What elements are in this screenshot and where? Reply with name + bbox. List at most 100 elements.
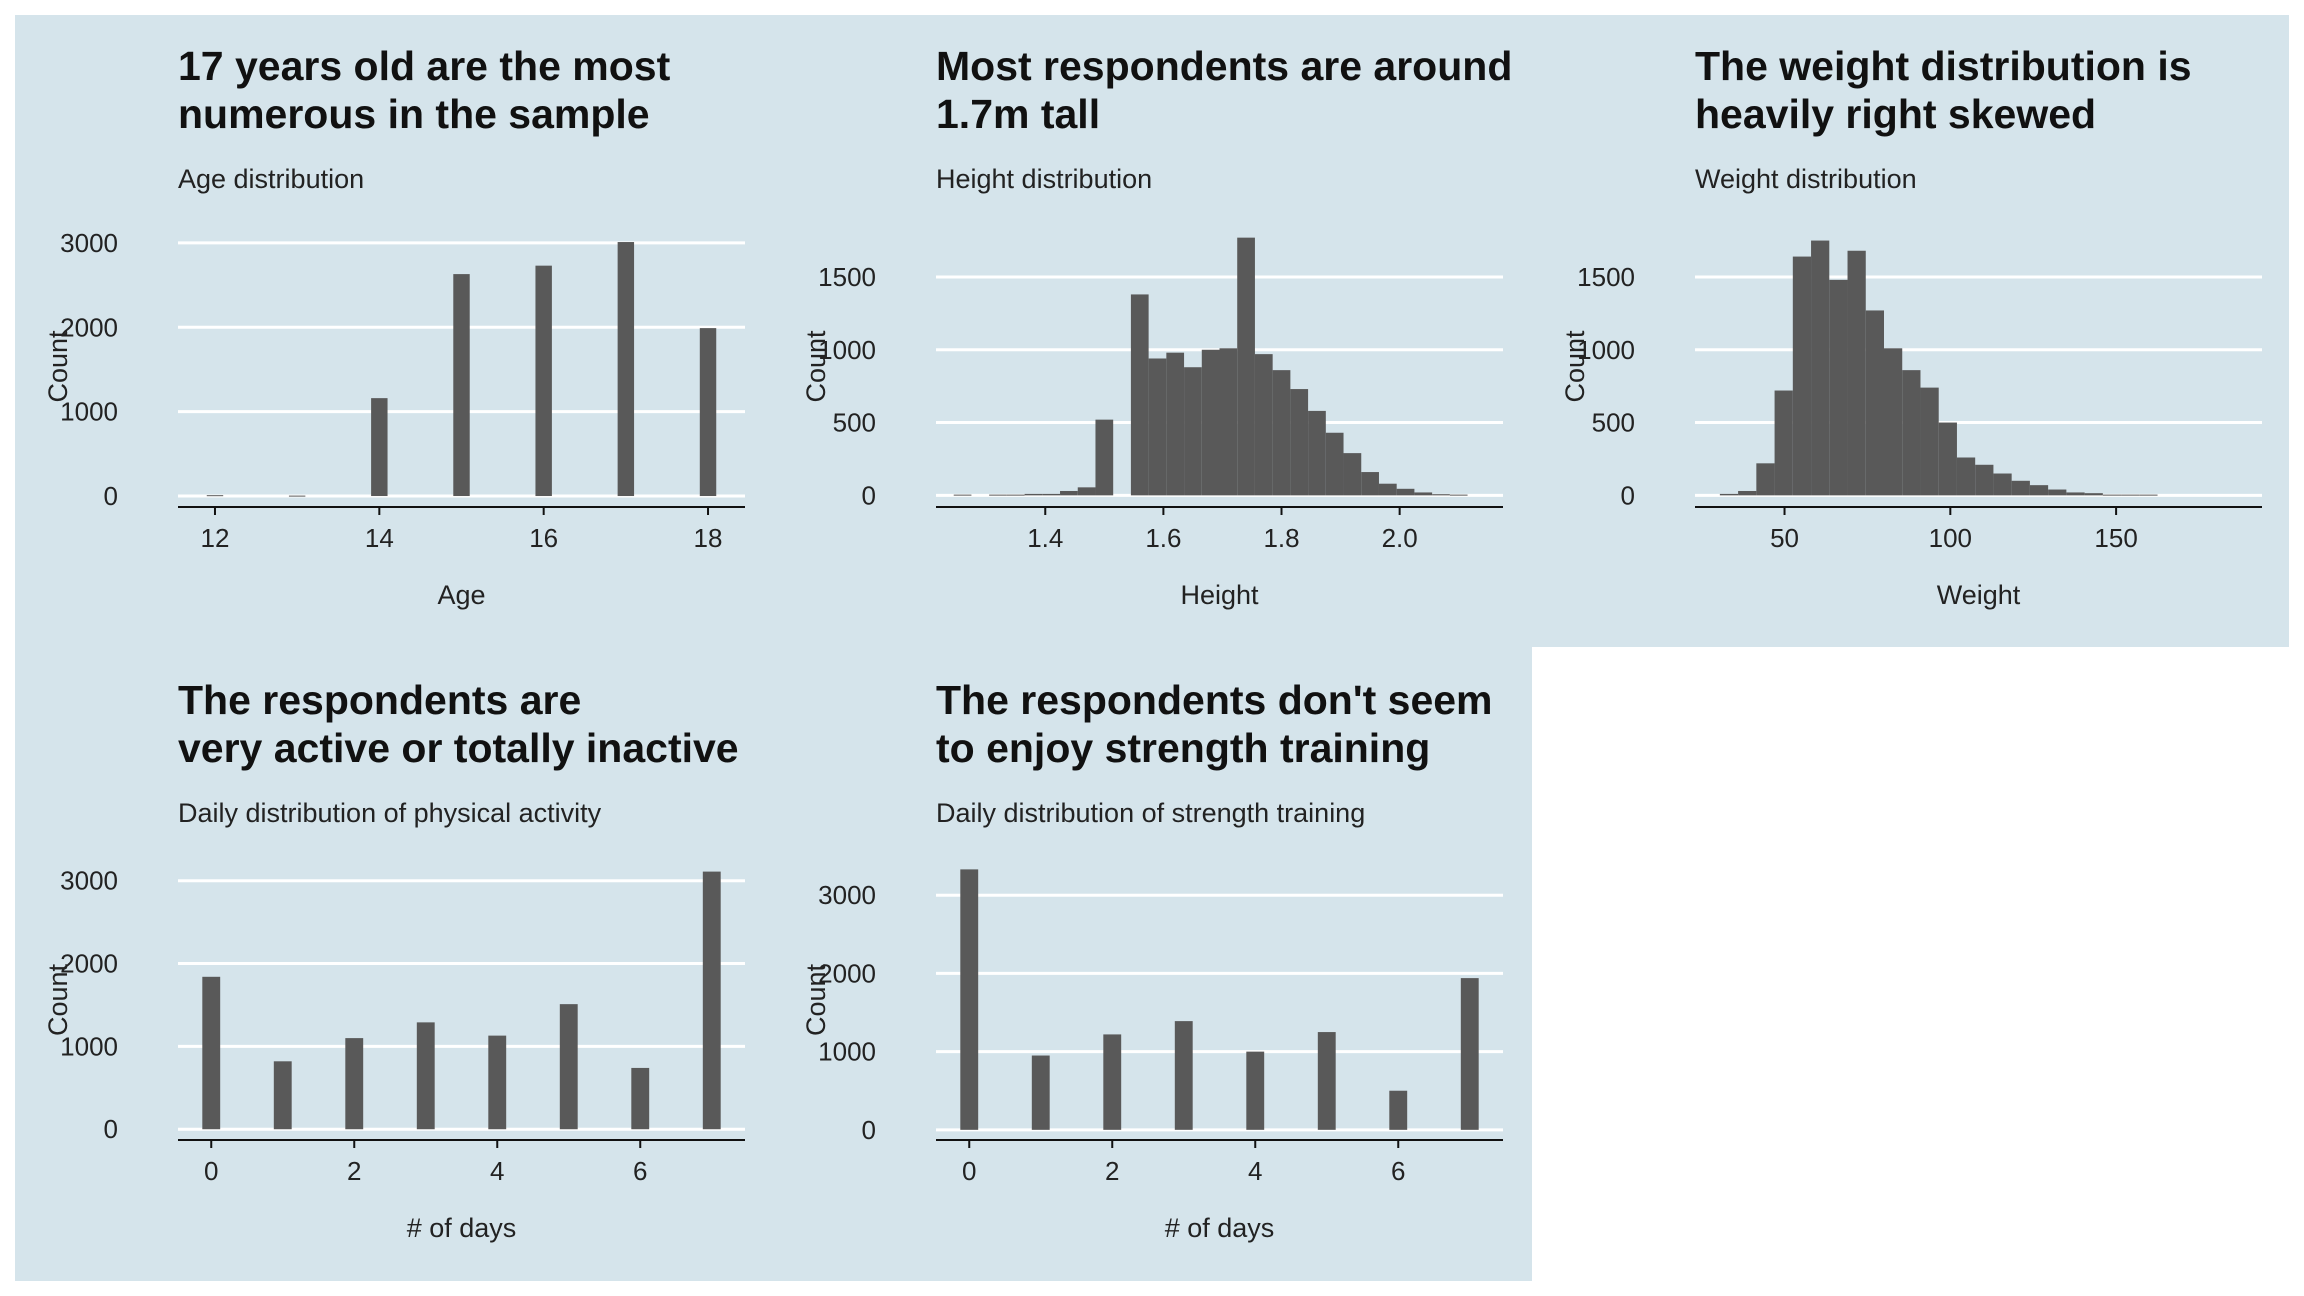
histogram-bar — [1378, 483, 1397, 496]
y-tick-label: 500 — [833, 408, 876, 438]
y-axis-label: Count — [43, 963, 73, 1036]
chart-subtitle: Height distribution — [936, 164, 1152, 194]
histogram-bar — [1174, 1021, 1193, 1130]
histogram-bar — [699, 328, 717, 497]
y-tick-label: 0 — [1621, 480, 1635, 510]
histogram-bar — [1432, 494, 1450, 496]
x-tick-label: 1.6 — [1145, 523, 1181, 553]
chart-title-line-1: 17 years old are the most — [178, 43, 671, 89]
histogram-bar — [2121, 494, 2140, 496]
x-tick-label: 16 — [529, 523, 558, 553]
histogram-bar — [1738, 490, 1757, 496]
y-axis-label: Count — [801, 330, 831, 403]
histogram-bar — [1811, 240, 1830, 496]
x-tick-label: 4 — [1248, 1156, 1262, 1186]
histogram-bar — [1103, 1034, 1122, 1130]
histogram-bar — [1396, 488, 1415, 496]
x-tick-label: 6 — [633, 1156, 647, 1186]
histogram-bar — [1272, 370, 1291, 496]
panel-background-top — [15, 15, 2289, 647]
x-tick-label: 0 — [962, 1156, 976, 1186]
chart-title-line-2: very active or totally inactive — [178, 725, 739, 771]
y-tick-label: 2000 — [818, 958, 876, 988]
histogram-bar — [1361, 472, 1379, 496]
y-tick-label: 3000 — [60, 228, 118, 258]
y-tick-label: 1000 — [60, 1031, 118, 1061]
x-axis-label: Height — [1180, 580, 1259, 610]
y-tick-label: 1000 — [60, 397, 118, 427]
histogram-bar — [1166, 352, 1185, 496]
x-tick-label: 100 — [1929, 523, 1972, 553]
y-tick-label: 0 — [862, 480, 876, 510]
y-tick-label: 3000 — [60, 866, 118, 896]
histogram-bar — [345, 1038, 364, 1130]
y-tick-label: 500 — [1592, 408, 1635, 438]
histogram-bar — [2011, 480, 2030, 496]
histogram-bar — [1246, 1051, 1265, 1130]
histogram-bar — [1219, 348, 1238, 496]
histogram-bar — [2139, 494, 2158, 496]
chart-panel-4: The respondents are very active or total… — [43, 677, 745, 1243]
y-tick-label: 0 — [104, 1114, 118, 1144]
chart-panel-5: The respondents don't seem to enjoy stre… — [801, 677, 1503, 1243]
x-axis-label: Age — [437, 580, 485, 610]
histogram-bar — [1829, 279, 1848, 496]
chart-title-line-2: to enjoy strength training — [936, 725, 1430, 771]
y-tick-label: 1500 — [1577, 262, 1635, 292]
histogram-bar — [1317, 1032, 1336, 1130]
histogram-bar — [702, 871, 721, 1130]
chart-title-line-2: 1.7m tall — [936, 91, 1100, 137]
x-tick-label: 12 — [201, 523, 230, 553]
chart-subtitle: Daily distribution of physical activity — [178, 798, 602, 828]
x-tick-label: 0 — [204, 1156, 218, 1186]
histogram-bar — [1847, 250, 1866, 496]
histogram-bar — [2084, 493, 2103, 496]
chart-subtitle: Daily distribution of strength training — [936, 798, 1365, 828]
histogram-bar — [1902, 370, 1921, 496]
chart-title-line-2: numerous in the sample — [178, 91, 650, 137]
histogram-bar — [1884, 348, 1903, 496]
histogram-bar — [488, 1035, 507, 1130]
histogram-bar — [273, 1061, 292, 1130]
y-tick-label: 2000 — [60, 949, 118, 979]
histogram-bar — [206, 495, 224, 497]
histogram-bar — [1325, 432, 1344, 496]
chart-title-line-2: heavily right skewed — [1695, 91, 2096, 137]
chart-title-line-1: The respondents don't seem — [936, 677, 1493, 723]
histogram-bar — [1756, 463, 1775, 496]
histogram-bar — [1254, 354, 1273, 496]
y-axis-label: Count — [43, 330, 73, 403]
histogram-bar — [1865, 310, 1884, 496]
x-tick-label: 2.0 — [1382, 523, 1418, 553]
x-axis-label: Weight — [1937, 580, 2021, 610]
x-tick-label: 18 — [694, 523, 723, 553]
y-axis-label: Count — [801, 963, 831, 1036]
y-axis-label: Count — [1560, 330, 1590, 403]
histogram-bar — [617, 242, 635, 497]
chart-title-line-1: The weight distribution is — [1695, 43, 2192, 89]
x-tick-label: 2 — [347, 1156, 361, 1186]
chart-panel-1: 17 years old are the most numerous in th… — [43, 43, 745, 610]
chart-title-line-1: The respondents are — [178, 677, 581, 723]
histogram-bar — [1993, 473, 2012, 496]
histogram-bar — [1290, 389, 1309, 496]
histogram-bar — [559, 1004, 578, 1130]
x-tick-label: 1.8 — [1263, 523, 1299, 553]
histogram-bar — [535, 265, 552, 497]
histogram-bar — [1389, 1090, 1408, 1130]
histogram-bar — [202, 976, 221, 1130]
histogram-bar — [1042, 493, 1061, 496]
histogram-bar — [953, 494, 972, 496]
histogram-bar — [1975, 464, 1994, 496]
histogram-bar — [989, 494, 1007, 496]
histogram-bar — [1719, 493, 1739, 496]
chart-subtitle: Weight distribution — [1695, 164, 1917, 194]
histogram-bar — [1031, 1055, 1050, 1130]
histogram-bar — [2029, 485, 2049, 496]
x-tick-label: 6 — [1391, 1156, 1405, 1186]
histogram-bar — [1201, 349, 1220, 496]
x-axis-label: # of days — [407, 1213, 517, 1243]
y-tick-label: 2000 — [60, 312, 118, 342]
histogram-bar — [1414, 492, 1433, 496]
